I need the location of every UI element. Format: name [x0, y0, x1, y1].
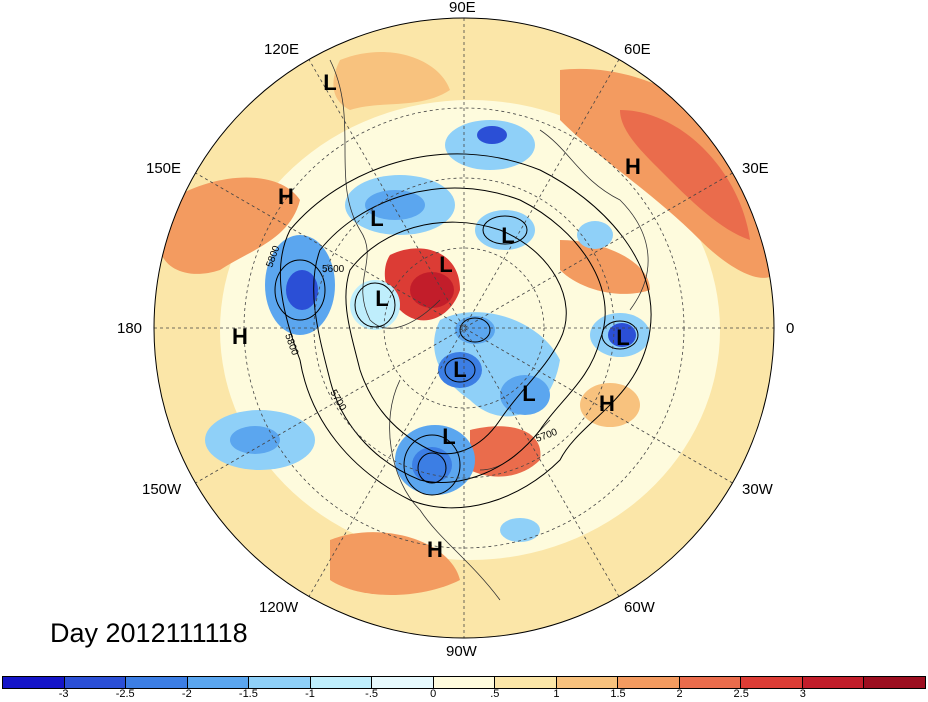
- longitude-label-180: 180: [117, 320, 143, 337]
- cold-anomaly-north-america-core: [412, 447, 452, 483]
- cold-anomaly-north-pacific-core: [230, 426, 280, 454]
- pressure-center-high: H: [232, 324, 248, 349]
- cold-anomaly-pacific-core: [286, 270, 318, 310]
- colorbar: [2, 676, 926, 689]
- colorbar-tick-label: -3: [58, 688, 69, 700]
- graticule: [154, 18, 774, 638]
- colorbar-cell: [864, 677, 925, 688]
- longitude-label-30w: 30W: [742, 481, 773, 498]
- pressure-center-low: L: [323, 70, 336, 95]
- longitude-label-120e: 120E: [264, 41, 300, 58]
- height-contour-siberia-low: [482, 215, 528, 245]
- colorbar-cell: [618, 677, 680, 688]
- colorbar-tick-label: 0: [430, 688, 437, 700]
- height-contour-bering-low: [354, 282, 396, 328]
- colorbar-tick-label: -1: [305, 688, 315, 700]
- colorbar-tick-label: -.5: [365, 688, 379, 700]
- colorbar-cell: [126, 677, 188, 688]
- pressure-center-high: H: [599, 391, 615, 416]
- colorbar-tick-label: -1.5: [238, 688, 258, 700]
- warm-anomaly-europe: [560, 240, 650, 294]
- longitude-label-150e: 150E: [146, 160, 182, 177]
- longitude-label-30e: 30E: [742, 160, 769, 177]
- coastline-asia: [329, 59, 649, 329]
- longitude-label-90e: 90E: [449, 0, 476, 16]
- pressure-center-low: L: [616, 325, 629, 350]
- warm-anomaly-asia: [333, 51, 450, 110]
- longitude-label-60w: 60W: [624, 599, 655, 616]
- warm-anomaly-mexico: [330, 532, 460, 595]
- colorbar-tick-label: 1.5: [610, 688, 626, 700]
- pressure-center-low: L: [501, 223, 514, 248]
- cold-anomaly-central-asia-core: [477, 126, 507, 144]
- colorbar-cell: [556, 677, 619, 688]
- height-contour-outer: [279, 153, 652, 509]
- height-contour-europe-low: [601, 320, 639, 350]
- colorbar-cell: [741, 677, 803, 688]
- height-contour-na-low: [403, 434, 461, 496]
- colorbar-tick-label: .5: [490, 688, 500, 700]
- cold-anomaly-arctic-core: [455, 316, 495, 344]
- colorbar-tick-label: 2: [676, 688, 683, 700]
- colorbar-cell: [187, 677, 250, 688]
- colorbar-tick-label: 2.5: [733, 688, 749, 700]
- longitude-label-60e: 60E: [624, 41, 651, 58]
- map-boundary: [153, 17, 775, 639]
- cold-anomaly-europe-core: [608, 323, 636, 347]
- longitude-label-120w: 120W: [259, 599, 299, 616]
- warm-anomaly-siberia-core: [410, 272, 454, 308]
- longitude-label-150w: 150W: [142, 481, 182, 498]
- colorbar-tick-label: -2.5: [115, 688, 135, 700]
- contour-label: 5600: [322, 264, 345, 275]
- colorbar-cell: [802, 677, 865, 688]
- colorbar-cell: [249, 677, 311, 688]
- pressure-center-high: H: [427, 537, 443, 562]
- cold-anomaly-greenland: [438, 352, 482, 388]
- height-contour-pacific-low: [274, 259, 326, 321]
- colorbar-tick-label: -2: [181, 688, 192, 700]
- colorbar-tick-label: 3: [799, 688, 806, 700]
- pressure-center-low: L: [453, 357, 466, 382]
- cold-anomaly-caribbean: [500, 518, 540, 542]
- longitude-label-0: 0: [786, 320, 795, 337]
- colorbar-cell: [495, 677, 557, 688]
- longitude-label-90w: 90W: [446, 643, 477, 660]
- colorbar-cell: [310, 677, 373, 688]
- cold-anomaly-north-atlantic: [500, 375, 550, 415]
- pressure-center-low: L: [370, 206, 383, 231]
- warm-anomaly-east-us: [470, 426, 541, 477]
- cold-anomaly-siberia-core: [365, 190, 425, 220]
- warm-anomaly-ural-core: [620, 110, 750, 240]
- colorbar-tick-label: 1: [553, 688, 560, 700]
- height-contour-mid: [313, 187, 606, 484]
- colorbar-cell: [679, 677, 742, 688]
- pressure-center-low: L: [442, 424, 455, 449]
- pressure-center-low: L: [522, 381, 535, 406]
- colorbar-cell: [433, 677, 496, 688]
- warm-anomaly-pacific: [160, 177, 300, 274]
- height-contour-greenland-low: [444, 357, 476, 383]
- colorbar-cell: [372, 677, 434, 688]
- cold-anomaly-scandinavia: [577, 221, 613, 249]
- colorbar-cell: [64, 677, 127, 688]
- height-contour-inner: [345, 221, 567, 455]
- map-title: Day 2012111118: [50, 618, 248, 648]
- pressure-center-high: H: [278, 184, 294, 209]
- height-contour-na-low-inner: [417, 452, 447, 484]
- colorbar-cell: [3, 677, 65, 688]
- cold-anomaly-central-asia: [445, 120, 535, 170]
- pressure-center-low: L: [439, 252, 452, 277]
- pressure-center-low: L: [375, 286, 388, 311]
- pressure-center-high: H: [625, 154, 641, 179]
